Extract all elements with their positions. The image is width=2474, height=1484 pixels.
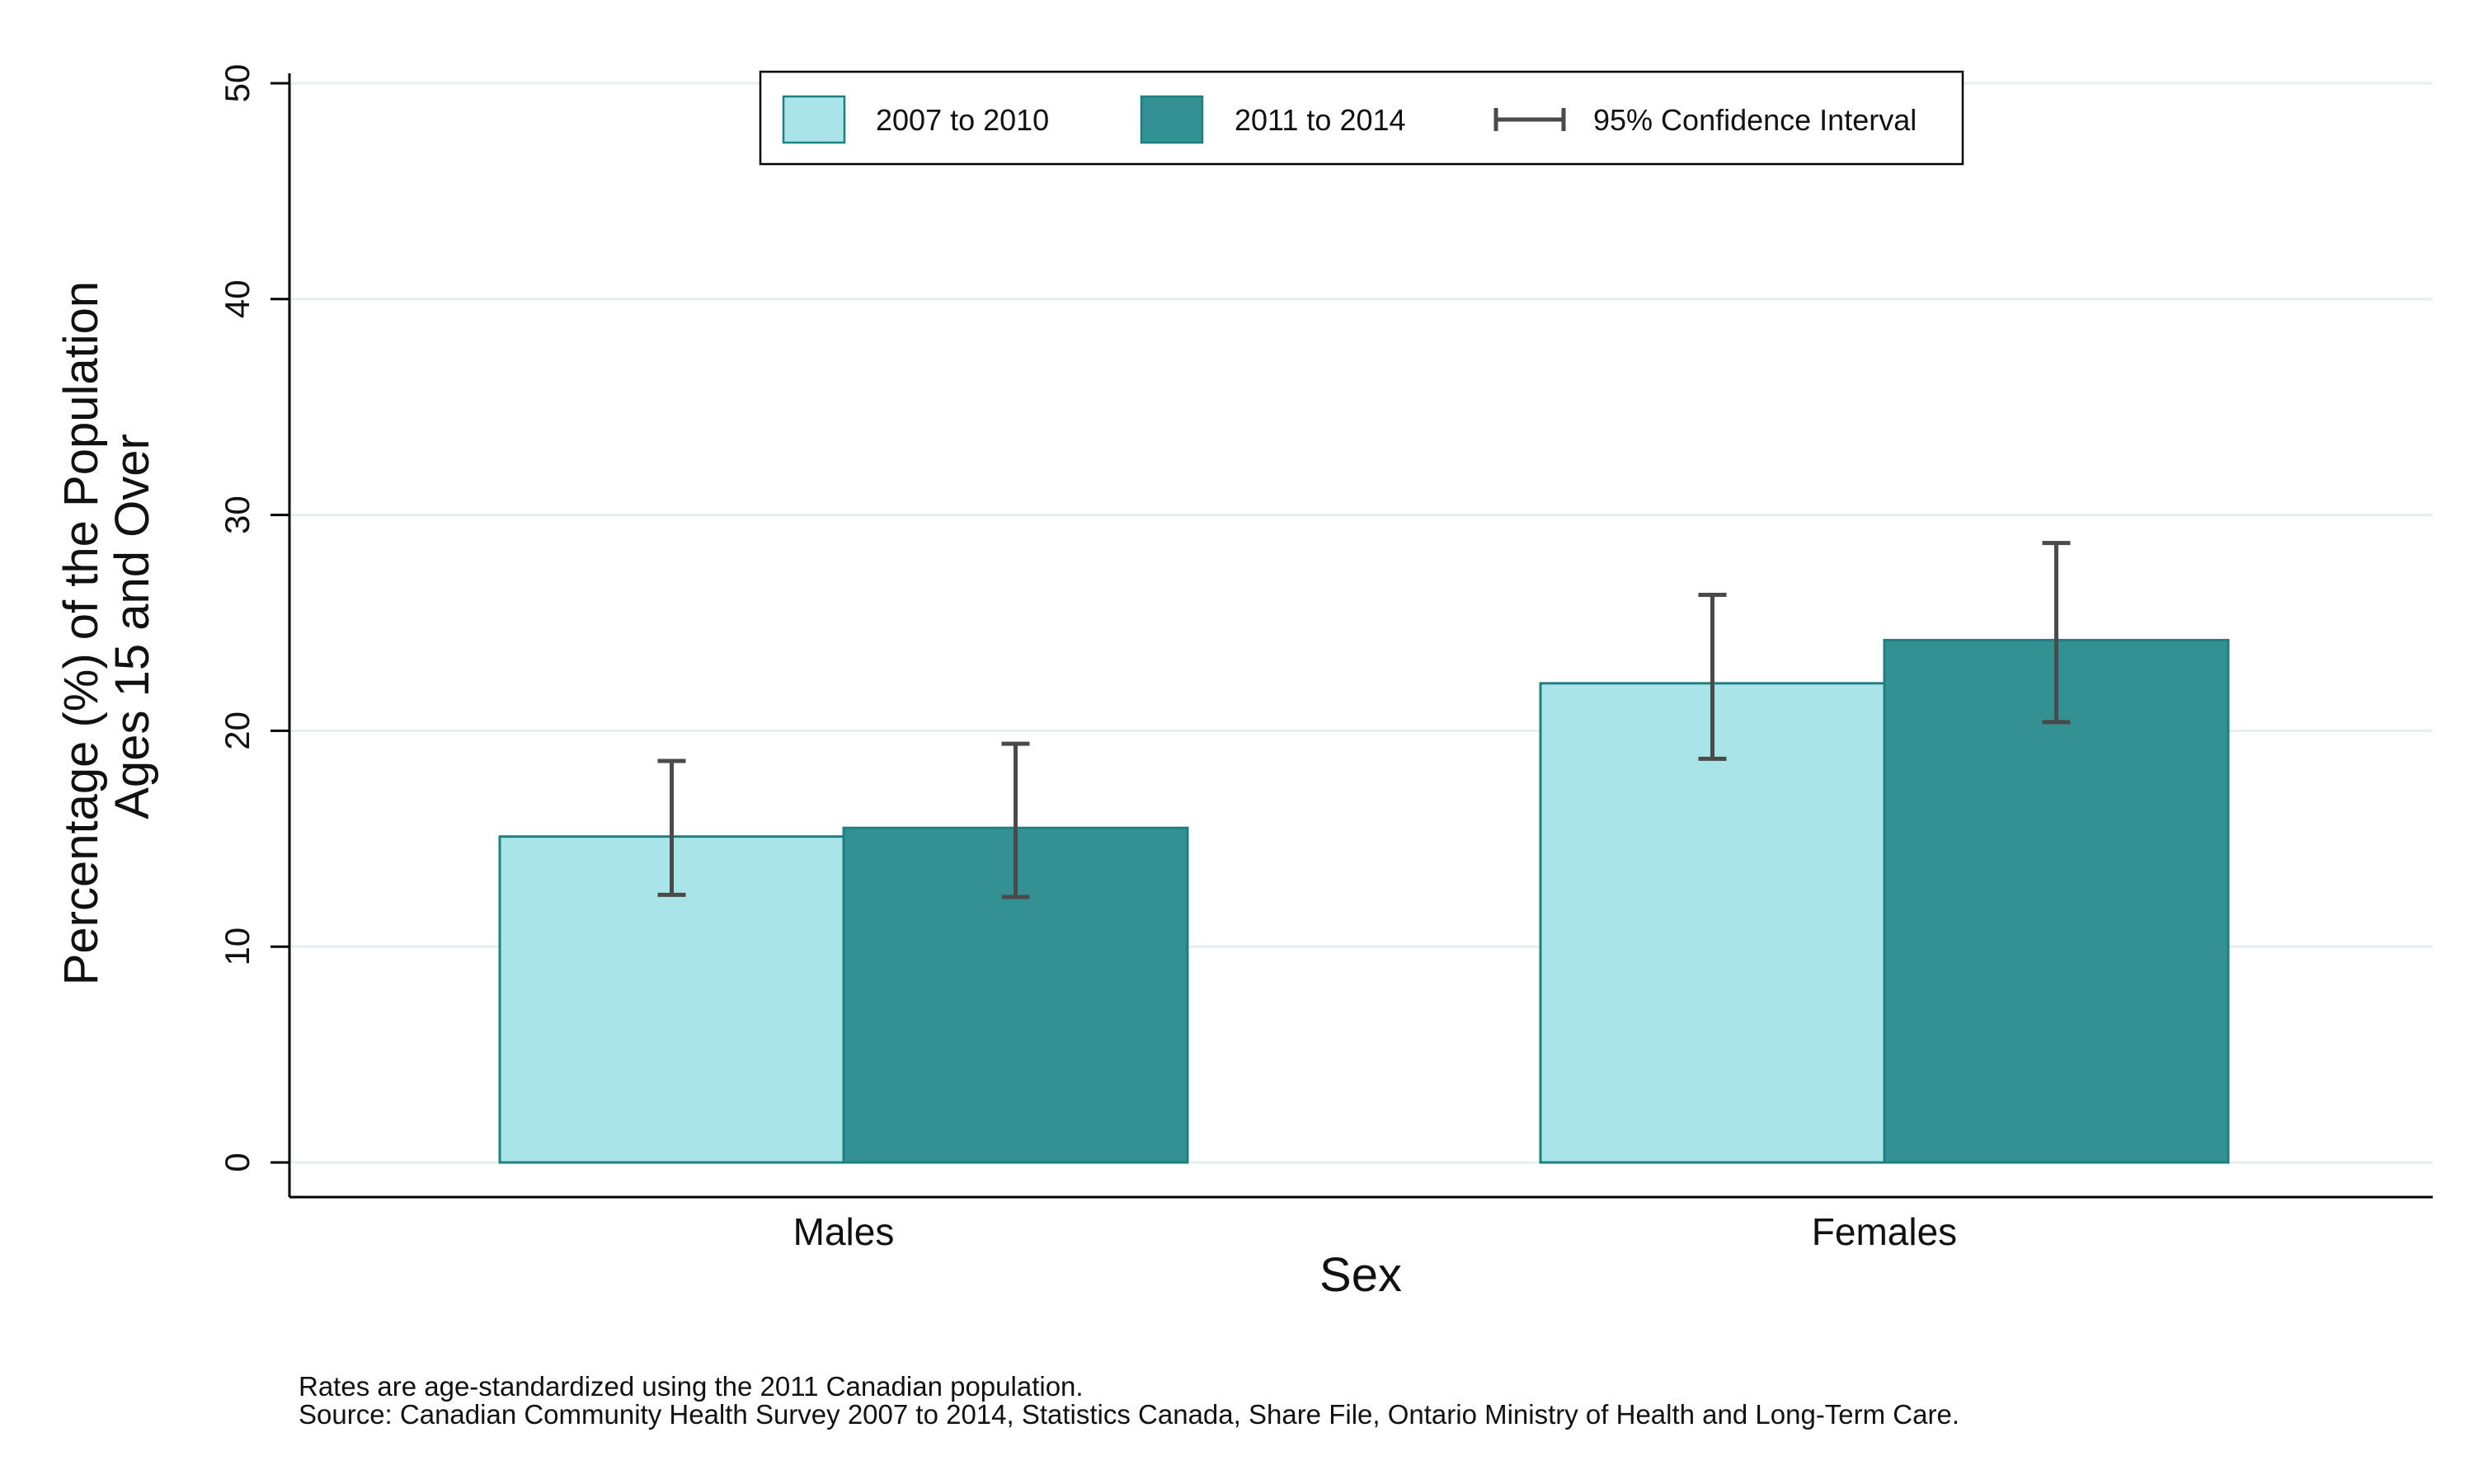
error-bar-males-2007-to-2010 (657, 758, 686, 897)
footnote-source: Source: Canadian Community Health Survey… (299, 1399, 1959, 1430)
legend-confidence-interval-icon (1493, 108, 1566, 131)
error-bars (657, 541, 2071, 899)
x-tick-label-females: Females (1812, 1210, 1957, 1253)
error-bar-females-2011-to-2014 (2042, 541, 2071, 725)
bars (498, 638, 2230, 1164)
x-axis-title: Sex (1319, 1248, 1402, 1302)
error-bar-males-2011-to-2014 (1001, 741, 1030, 899)
bar-females-2007-to-2010 (1539, 682, 1886, 1164)
y-tick-label-40: 40 (218, 279, 256, 318)
y-ticks: 0 10 20 30 40 50 (218, 64, 289, 1172)
legend-label-2007-to-2010: 2007 to 2010 (876, 103, 1049, 137)
legend-swatch-2011-to-2014 (1140, 95, 1204, 144)
legend-box (759, 70, 1964, 166)
legend: 2007 to 2010 2011 to 2014 95% Confidence… (759, 70, 1964, 166)
x-tick-label-males: Males (793, 1210, 895, 1253)
legend-swatch-2007-to-2010 (782, 95, 846, 144)
y-tick-label-50: 50 (218, 64, 256, 103)
y-tick-label-30: 30 (218, 495, 256, 534)
y-tick-label-0: 0 (218, 1153, 256, 1172)
y-tick-label-20: 20 (218, 711, 256, 750)
y-tick-label-10: 10 (218, 928, 256, 966)
axes (288, 73, 2433, 1199)
error-bar-females-2007-to-2010 (1698, 592, 1727, 761)
x-tick-labels: Males Females (793, 1210, 1958, 1253)
legend-label-2011-to-2014: 2011 to 2014 (1235, 103, 1406, 137)
footnote-age-standardization: Rates are age-standardized using the 201… (299, 1371, 1084, 1402)
y-axis-title-line-2: Ages 15 and Over (106, 434, 159, 819)
legend-label-confidence-interval: 95% Confidence Interval (1593, 103, 1917, 137)
y-axis-title: Percentage (%) of the Population Ages 15… (54, 268, 159, 986)
y-axis-title-line-1: Percentage (%) of the Population (54, 281, 108, 985)
